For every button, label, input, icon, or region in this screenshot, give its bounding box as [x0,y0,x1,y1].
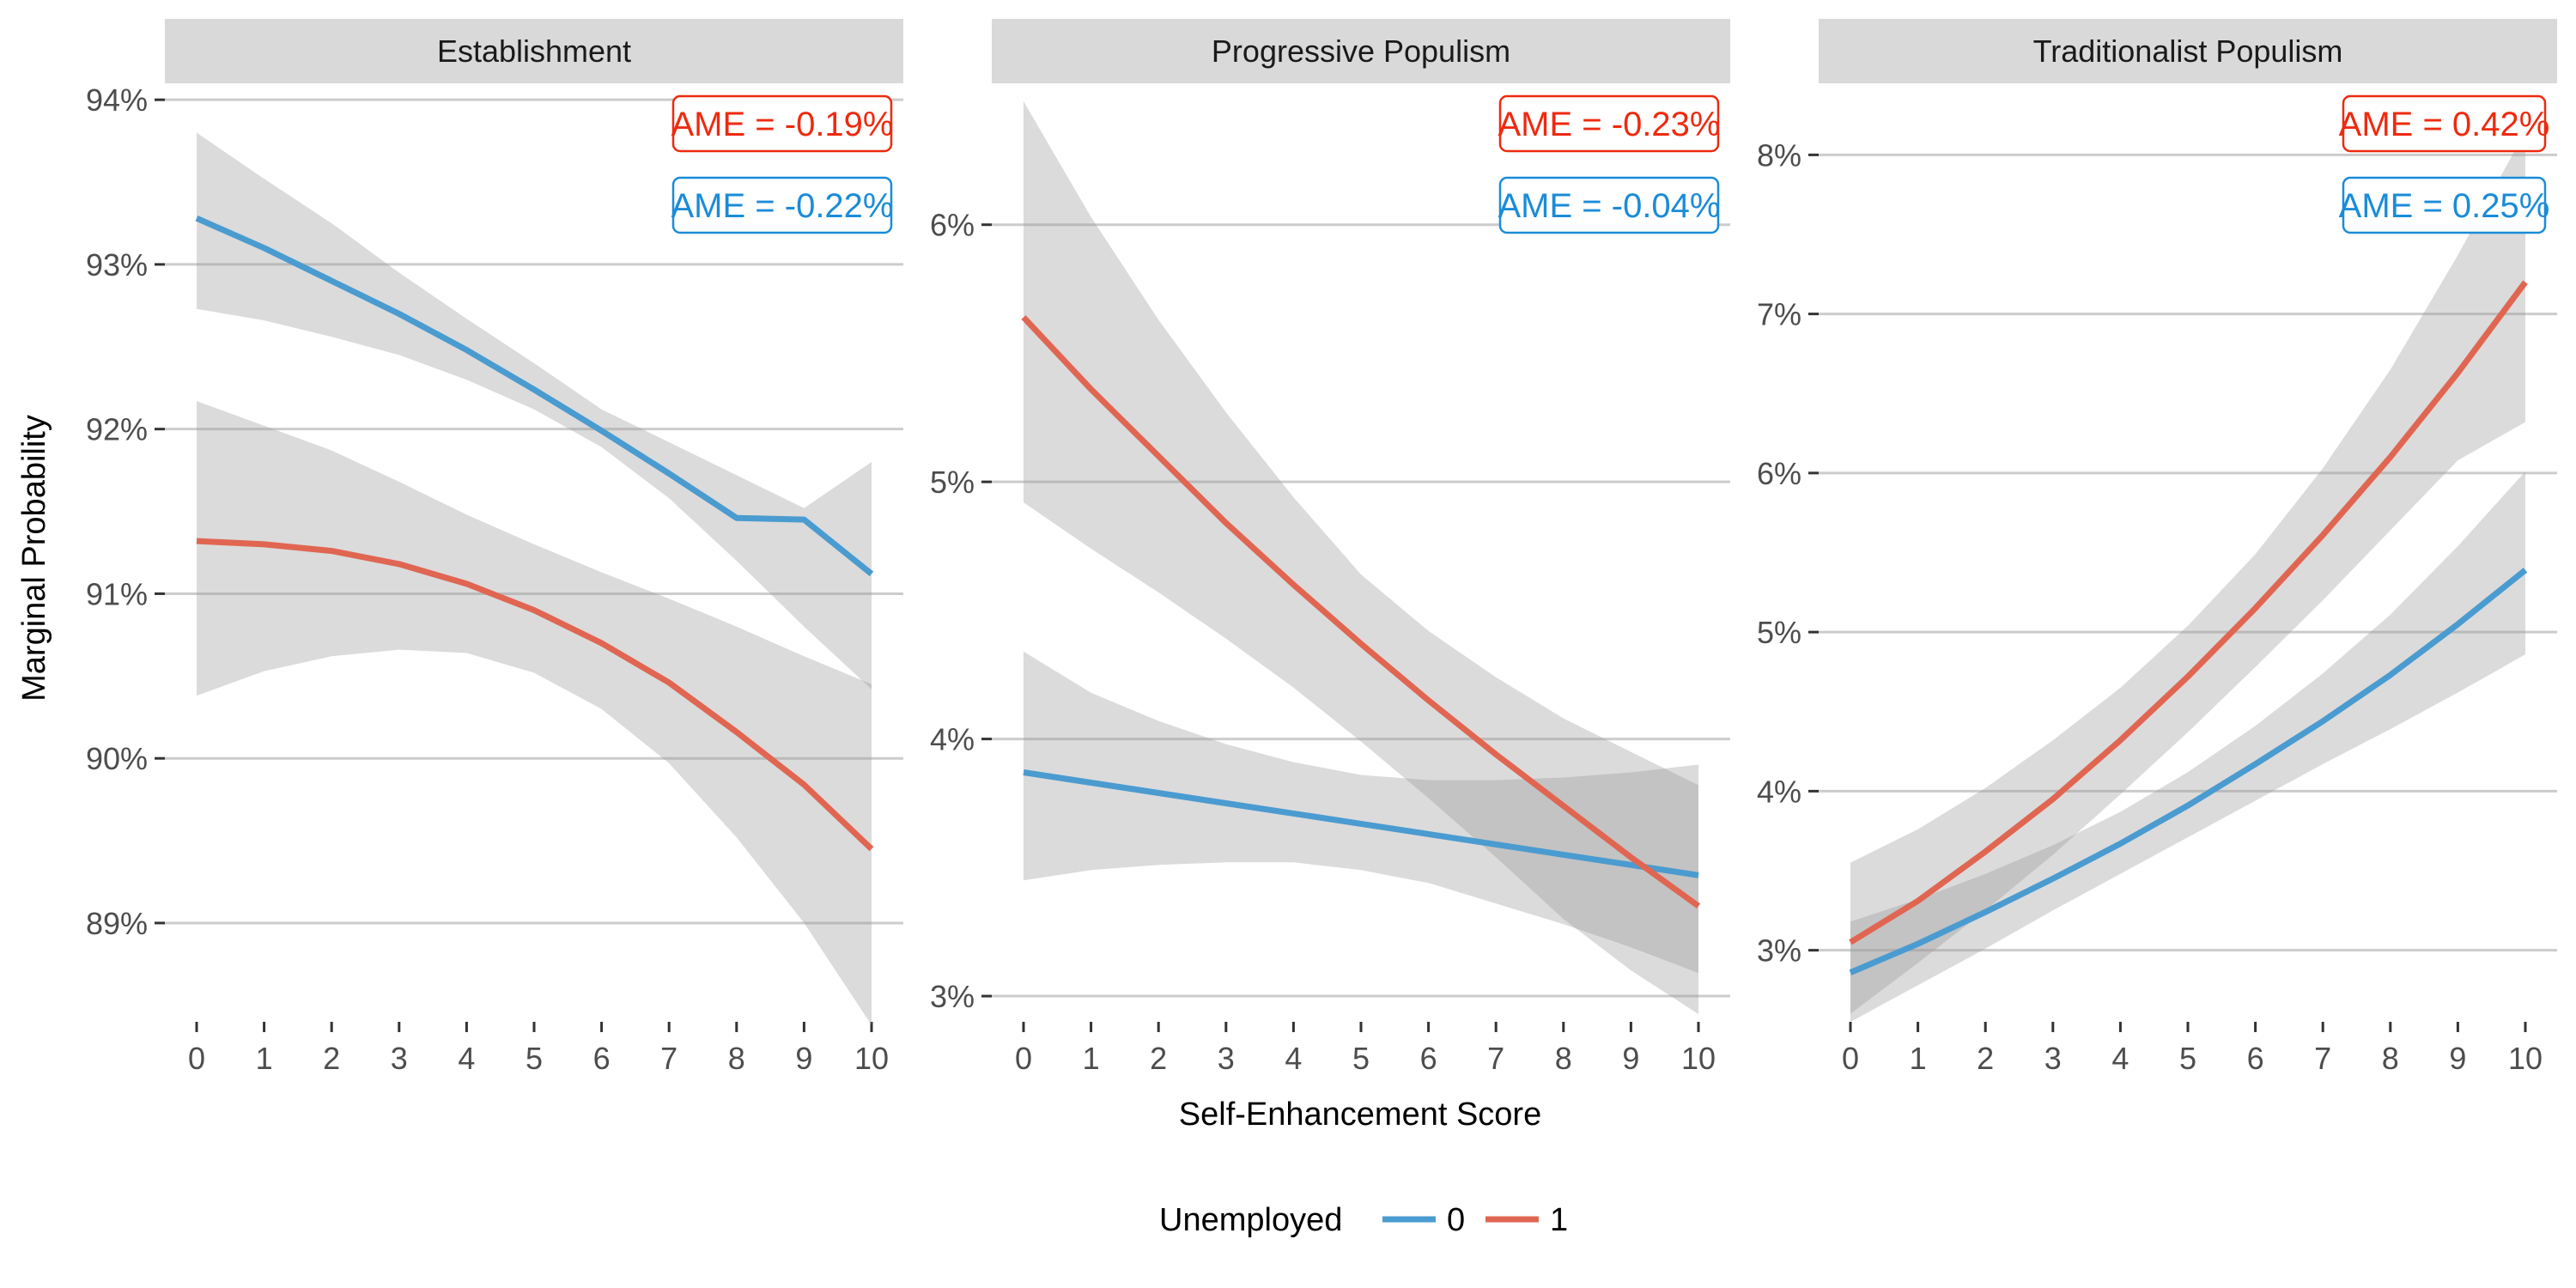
panel-strip [165,19,903,83]
ame-box-1 [671,94,893,153]
x-tick-label: 5 [526,1041,543,1076]
ame-box-1 [1498,94,1720,153]
ame-label-1: AME = 0.42% [2339,106,2550,143]
panel-2: Traditionalist Populism 3% 4% 5% 6% 7% 8% 0 1 2 3 4… [1757,19,2557,1076]
x-tick-label: 2 [323,1041,340,1076]
x-tick-label: 4 [458,1041,475,1076]
y-tick-label: 3% [930,979,975,1014]
x-tick-label: 9 [2449,1041,2466,1076]
confidence-band-0 [1024,651,1698,974]
legend-label-0: 0 [1447,1202,1465,1238]
confidence-band-0 [197,132,872,690]
y-tick-label: 3% [1757,933,1801,969]
x-tick-label: 0 [188,1041,205,1076]
x-tick-label: 7 [2314,1041,2331,1076]
y-tick-label: 91% [86,576,148,611]
ame-label-0: AME = -0.22% [671,187,893,225]
x-tick-label: 6 [2247,1041,2264,1076]
panel-strip [1819,19,2557,83]
confidence-band-1 [1850,131,2525,1014]
panel-title: Progressive Populism [1212,33,1510,69]
legend-label-1: 1 [1550,1202,1568,1238]
legend: Unemployed 0 1 [1159,1202,1568,1238]
ame-label-1: AME = -0.19% [671,106,893,143]
ame-box-0 [2342,176,2547,234]
ame-box-0 [671,176,893,234]
series-line-1 [1849,280,2528,945]
y-tick-label: 5% [1757,615,1801,650]
panel-strip [992,19,1730,83]
ame-box-1 [2342,94,2547,153]
ame-box-0 [1498,176,1720,234]
x-tick-label: 3 [2044,1041,2062,1076]
x-tick-label: 1 [1910,1041,1927,1076]
x-tick-label: 3 [1218,1041,1235,1076]
x-tick-label: 3 [391,1041,408,1076]
panel-title: Traditionalist Populism [2033,33,2343,69]
x-axis-title: Self-Enhancement Score [1179,1097,1541,1133]
x-tick-label: 2 [1150,1041,1167,1076]
panel-1: Progressive Populism 3% 4% 5% 6% 0 1 2 3 4 5 6 7 8 9 10… [930,19,1730,1076]
y-tick-label: 93% [86,247,148,283]
ame-label-0: AME = 0.25% [2339,187,2550,225]
x-tick-label: 10 [1681,1041,1716,1076]
y-axis-title: Marginal Probability [16,415,52,702]
x-tick-label: 9 [1622,1041,1639,1076]
confidence-band-0 [1850,471,2525,1022]
x-tick-label: 4 [1285,1041,1302,1076]
y-tick-label: 4% [930,722,975,757]
series-line-1 [196,538,874,852]
x-tick-label: 10 [2508,1041,2543,1076]
x-tick-label: 9 [795,1041,812,1076]
x-tick-label: 5 [1352,1041,1370,1076]
y-tick-label: 90% [86,741,148,776]
ame-label-1: AME = -0.23% [1498,106,1720,143]
y-tick-label: 7% [1757,297,1801,332]
panel-title: Establishment [437,33,631,69]
y-tick-label: 92% [86,412,148,447]
x-tick-label: 10 [854,1041,889,1076]
x-tick-label: 2 [1977,1041,1994,1076]
y-tick-label: 6% [930,208,975,243]
y-tick-label: 5% [930,465,975,500]
x-tick-label: 6 [1420,1041,1437,1076]
x-tick-label: 0 [1015,1041,1032,1076]
ame-label-0: AME = -0.04% [1498,187,1720,225]
x-tick-label: 7 [1487,1041,1504,1076]
y-tick-label: 89% [86,906,148,941]
x-tick-label: 0 [1842,1041,1859,1076]
confidence-band-1 [1024,101,1698,1014]
y-tick-label: 8% [1757,137,1801,173]
x-tick-label: 8 [1555,1041,1572,1076]
x-tick-label: 8 [2382,1041,2399,1076]
y-tick-label: 6% [1757,456,1801,491]
series-line-0 [1849,568,2528,975]
x-tick-label: 5 [2179,1041,2196,1076]
y-tick-label: 4% [1757,774,1801,809]
legend-title: Unemployed [1159,1202,1342,1238]
x-tick-label: 6 [593,1041,611,1076]
x-tick-label: 8 [728,1041,745,1076]
panel-0: Establishment 89% 90% 91% 92% 93% 94% 0 1 2 3 4 5 6 7 8… [86,19,903,1076]
series-line-1 [1021,315,1701,909]
x-tick-label: 1 [1083,1041,1100,1076]
y-tick-label: 94% [86,82,148,118]
series-line-0 [195,215,874,577]
x-tick-label: 1 [256,1041,273,1076]
series-line-0 [1023,769,1699,878]
x-tick-label: 4 [2111,1041,2129,1076]
x-tick-label: 7 [660,1041,677,1076]
